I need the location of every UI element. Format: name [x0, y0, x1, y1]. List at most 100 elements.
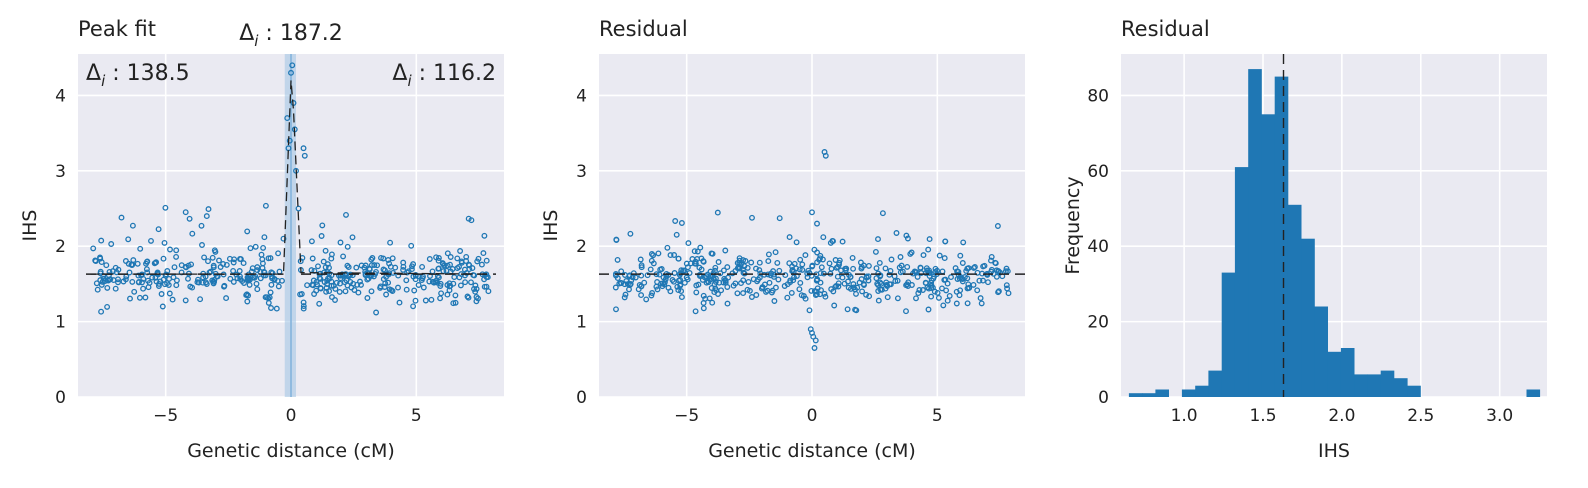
data-point: [715, 291, 721, 297]
histogram-bar: [1181, 389, 1196, 397]
data-point: [814, 249, 821, 256]
data-point: [660, 274, 667, 281]
data-point: [797, 256, 804, 263]
data-point: [202, 279, 209, 286]
data-point: [692, 308, 699, 315]
data-point: [965, 281, 972, 288]
data-point: [981, 262, 988, 269]
data-point: [903, 282, 910, 289]
data-point: [288, 69, 294, 76]
data-point: [638, 272, 645, 279]
data-point: [850, 281, 857, 288]
data-point: [220, 261, 227, 267]
data-point: [641, 279, 648, 286]
data-point: [230, 267, 237, 274]
data-point: [985, 279, 991, 286]
data-point: [884, 294, 891, 301]
data-point: [915, 290, 922, 297]
data-point: [834, 273, 841, 280]
data-point: [717, 270, 724, 277]
data-point: [865, 273, 872, 280]
data-point: [928, 282, 935, 289]
data-point: [333, 279, 340, 286]
data-point: [772, 284, 779, 291]
data-point: [736, 265, 743, 272]
data-point: [309, 255, 316, 262]
data-point: [136, 278, 142, 285]
y-tick-label: 1: [55, 313, 66, 333]
data-point: [964, 300, 971, 307]
data-point: [877, 286, 884, 293]
data-point: [419, 263, 426, 270]
data-point: [827, 239, 834, 246]
data-point: [355, 289, 362, 296]
data-point: [956, 292, 963, 299]
histogram-bar: [1301, 238, 1315, 397]
data-point: [480, 250, 487, 257]
data-point: [411, 287, 418, 294]
data-point: [316, 300, 323, 307]
histogram-bar: [1287, 204, 1302, 397]
data-point: [469, 265, 476, 272]
data-point: [301, 152, 308, 159]
data-point: [693, 289, 700, 296]
data-point: [387, 239, 394, 246]
data-point: [936, 252, 943, 259]
data-point: [247, 245, 254, 252]
data-point: [437, 295, 444, 302]
data-point: [134, 260, 141, 267]
data-point: [122, 276, 129, 283]
data-point: [412, 276, 419, 283]
y-tick-label: 2: [55, 237, 66, 257]
data-point: [160, 255, 167, 262]
data-point: [408, 266, 415, 273]
data-point: [203, 213, 210, 220]
data-point: [357, 278, 363, 285]
data-point: [882, 265, 889, 272]
data-point: [694, 256, 701, 262]
data-point: [403, 286, 410, 293]
data-point: [433, 254, 440, 261]
data-point: [400, 266, 407, 273]
data-point: [1003, 265, 1010, 272]
data-point: [454, 255, 461, 262]
data-point: [897, 254, 904, 260]
data-point: [812, 337, 819, 344]
data-point: [976, 277, 983, 284]
data-point: [917, 265, 924, 271]
data-point: [618, 280, 625, 286]
data-point: [928, 293, 935, 300]
data-point: [700, 305, 707, 312]
data-point: [819, 256, 826, 263]
data-point: [787, 277, 794, 284]
data-point: [195, 276, 201, 283]
data-point: [765, 258, 772, 265]
data-point: [791, 260, 798, 267]
data-point: [324, 269, 331, 276]
data-point: [259, 260, 266, 267]
data-point: [381, 267, 388, 274]
data-point: [678, 294, 685, 301]
data-point: [484, 274, 491, 281]
data-point: [849, 254, 856, 261]
data-point: [894, 277, 901, 284]
data-point: [103, 262, 110, 269]
y-tick-label: 3: [576, 162, 587, 182]
data-point: [715, 259, 722, 265]
data-point: [744, 286, 751, 293]
data-point: [817, 270, 824, 277]
data-point: [395, 284, 401, 291]
data-point: [159, 303, 166, 310]
data-point: [216, 257, 222, 264]
data-point: [149, 274, 156, 281]
data-point: [926, 236, 933, 243]
data-point: [178, 262, 185, 269]
data-point: [685, 240, 692, 247]
data-point: [199, 242, 205, 248]
data-point: [847, 274, 854, 280]
data-point: [435, 265, 442, 272]
annotation-delta-left: Δi : 138.5: [86, 61, 190, 90]
data-point: [186, 215, 193, 222]
data-point: [465, 294, 472, 301]
data-point: [775, 276, 782, 283]
